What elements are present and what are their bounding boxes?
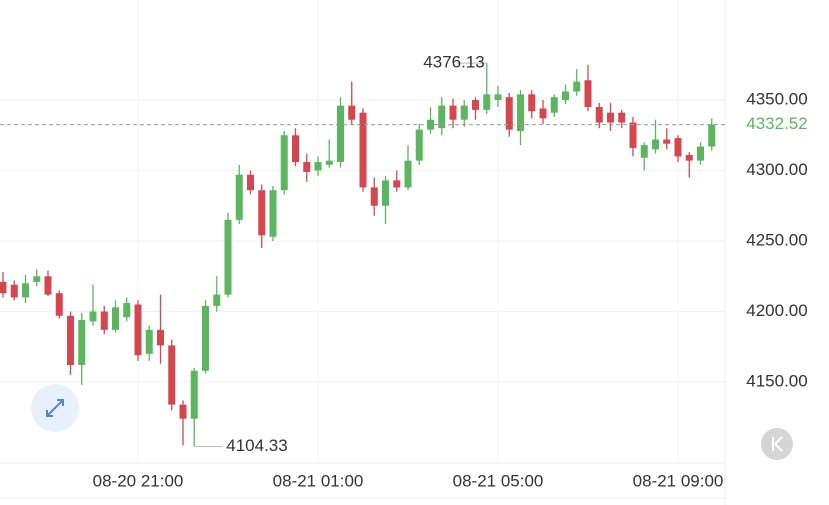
candle-body <box>224 219 232 295</box>
candle-body <box>708 124 716 147</box>
candle-body <box>157 329 164 346</box>
x-tick-label: 08-21 01:00 <box>273 471 364 490</box>
candle-body <box>0 281 7 294</box>
candle-body <box>235 174 243 220</box>
collapse-button[interactable] <box>761 428 793 460</box>
candle-body <box>370 187 378 206</box>
candle-body <box>415 129 423 161</box>
last-price-label: 4332.52 <box>746 114 807 133</box>
candle-body <box>348 105 356 120</box>
candle-body <box>562 91 569 100</box>
candle-body <box>584 80 592 108</box>
candle-body <box>67 315 74 366</box>
candle-body <box>303 162 311 172</box>
candle-body <box>393 180 401 188</box>
candle-body <box>269 190 277 237</box>
candle-body <box>697 146 704 161</box>
candle-body <box>10 284 18 298</box>
candle-body <box>44 276 52 295</box>
expand-button[interactable] <box>31 384 79 432</box>
candle-body <box>123 303 131 318</box>
min-label: 4104.33 <box>226 436 287 455</box>
candle-body <box>55 293 63 316</box>
candle-body <box>359 112 367 188</box>
candle-body <box>292 135 299 163</box>
candle-body <box>663 139 671 144</box>
candle-body <box>573 81 581 92</box>
x-tick-label: 08-21 05:00 <box>453 471 544 490</box>
candle-body <box>100 311 108 330</box>
candle-body <box>337 105 344 163</box>
candle-body <box>449 105 457 120</box>
candle-body <box>494 94 502 100</box>
candle-body <box>134 304 142 356</box>
y-tick-label: 4150.00 <box>746 372 807 391</box>
candle-body <box>382 180 389 206</box>
candle-body <box>213 294 221 306</box>
candle-body <box>22 283 29 298</box>
candle-body <box>460 105 468 120</box>
candle-body <box>607 112 614 123</box>
candle-body <box>202 305 209 371</box>
candle-body <box>78 319 86 366</box>
candle-body <box>595 107 603 123</box>
candle-body <box>438 105 446 129</box>
candle-body <box>145 329 153 354</box>
candle-body <box>539 108 547 119</box>
y-tick-label: 4350.00 <box>746 89 807 108</box>
x-tick-label: 08-20 21:00 <box>93 471 184 490</box>
candle-body <box>629 122 637 148</box>
y-tick-label: 4250.00 <box>746 231 807 250</box>
candle-body <box>517 94 524 132</box>
y-tick-label: 4200.00 <box>746 301 807 320</box>
max-label: 4376.13 <box>423 53 484 72</box>
candle-body <box>190 370 198 419</box>
candle-body <box>89 311 97 322</box>
candle-body <box>247 174 254 191</box>
x-tick-label: 08-21 09:00 <box>633 471 724 490</box>
candle-body <box>258 190 266 236</box>
candle-body <box>674 138 682 157</box>
candle-body <box>618 112 626 123</box>
candle-body <box>528 94 536 112</box>
candle-body <box>472 99 479 110</box>
candle-body <box>280 135 288 191</box>
candle-body <box>483 94 491 110</box>
candle-body <box>404 160 412 188</box>
y-tick-label: 4300.00 <box>746 160 807 179</box>
candle-body <box>168 345 176 405</box>
candle-body <box>652 139 659 150</box>
candle-body <box>685 154 693 161</box>
candle-body <box>179 404 187 419</box>
candle-body <box>33 276 41 282</box>
candle-body <box>325 160 333 165</box>
candle-body <box>314 162 322 171</box>
candle-body <box>640 145 648 158</box>
candle-body <box>550 97 558 113</box>
candle-body <box>505 97 513 130</box>
candle-body <box>112 307 119 330</box>
